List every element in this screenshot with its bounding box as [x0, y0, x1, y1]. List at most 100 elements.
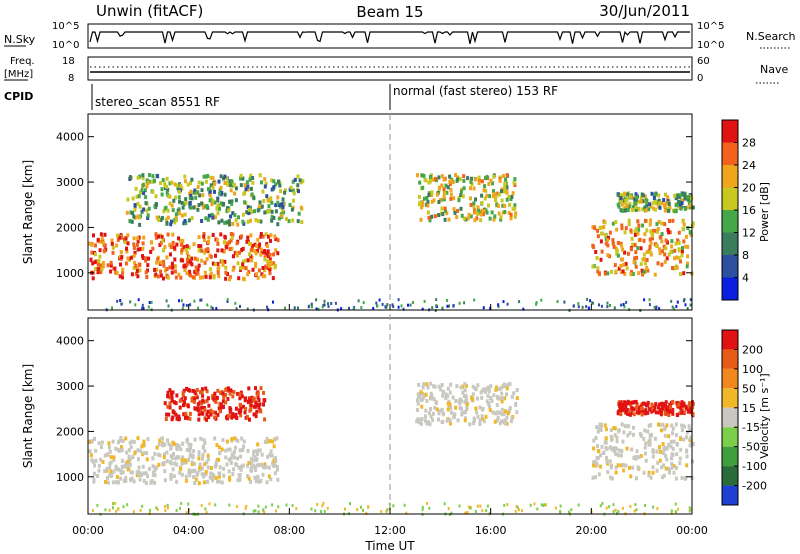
echo-cell: [600, 249, 604, 254]
echo-cell: [662, 451, 666, 456]
echo-cell: [178, 211, 181, 216]
echo-cell: [163, 452, 166, 457]
echo-cell: [121, 470, 125, 475]
echo-cell: [109, 269, 113, 274]
echo-cell: [503, 203, 507, 208]
echo-cell: [242, 276, 245, 281]
power-colorbar-label: Power [dB]: [758, 182, 771, 242]
echo-cell: [201, 393, 205, 398]
echo-cell: [190, 256, 193, 261]
echo-cell: [88, 449, 92, 454]
echo-cell: [123, 240, 127, 244]
echo-cell: [503, 384, 507, 388]
echo-cell: [226, 386, 230, 391]
echo-cell: [136, 247, 140, 252]
echo-cell: [474, 197, 477, 202]
echo-cell: [621, 463, 625, 467]
echo-cell: [136, 239, 140, 244]
echo-cell: [483, 196, 487, 201]
ground-scatter-cell: [272, 300, 274, 304]
echo-cell: [184, 411, 188, 416]
echo-cell: [234, 406, 238, 411]
echo-cell: [104, 480, 107, 484]
echo-cell: [196, 471, 200, 475]
echo-cell: [225, 176, 229, 181]
echo-cell: [499, 215, 503, 220]
echo-cell: [244, 187, 248, 192]
echo-cell: [209, 412, 213, 417]
echo-cell: [599, 257, 603, 262]
ground-scatter-cell: [677, 507, 680, 511]
echo-cell: [101, 241, 105, 246]
ground-scatter-cell: [385, 510, 388, 513]
power-ylabel: Slant Range [km]: [21, 160, 35, 264]
echo-cell: [217, 220, 221, 225]
echo-cell: [272, 185, 276, 190]
echo-cell: [208, 198, 212, 203]
echo-cell: [130, 272, 134, 277]
echo-cell: [623, 271, 627, 276]
echo-cell: [598, 427, 602, 432]
echo-cell: [127, 456, 131, 461]
echo-cell: [612, 244, 616, 249]
echo-cell: [99, 270, 103, 275]
echo-cell: [614, 470, 618, 475]
echo-cell: [485, 193, 489, 198]
echo-cell: [232, 467, 236, 472]
ground-scatter-cell: [412, 301, 414, 304]
echo-cell: [138, 477, 142, 482]
ground-scatter-cell: [400, 304, 403, 308]
colorbar-tick-label: -50: [742, 441, 760, 454]
echo-cell: [251, 458, 255, 463]
echo-cell: [153, 468, 157, 473]
ground-scatter-cell: [606, 301, 609, 305]
echo-cell: [189, 443, 193, 447]
echo-cell: [243, 183, 247, 188]
echo-cell: [497, 192, 501, 197]
echo-cell: [205, 412, 209, 417]
echo-cell: [474, 406, 478, 411]
echo-cell: [187, 442, 191, 447]
echo-cell: [475, 410, 479, 415]
echo-cell: [640, 402, 644, 407]
echo-cell: [179, 258, 183, 263]
echo-cell: [496, 415, 500, 420]
date-title: 30/Jun/2011: [599, 2, 690, 20]
echo-cell: [604, 241, 608, 246]
echo-cell: [610, 447, 614, 452]
echo-cell: [108, 461, 112, 466]
echo-cell: [444, 396, 448, 401]
echo-cell: [204, 470, 208, 474]
echo-cell: [203, 260, 207, 265]
ground-scatter-cell: [386, 303, 389, 307]
echo-cell: [211, 198, 215, 203]
echo-cell: [265, 209, 269, 214]
echo-cell: [184, 200, 188, 205]
echo-cell: [296, 219, 300, 224]
echo-cell: [437, 213, 441, 217]
ground-scatter-cell: [284, 306, 286, 310]
echo-cell: [443, 191, 447, 196]
echo-cell: [691, 205, 695, 210]
echo-cell: [233, 445, 237, 450]
echo-cell: [246, 235, 250, 240]
echo-cell: [637, 199, 641, 204]
echo-cell: [636, 406, 640, 411]
echo-cell: [442, 195, 446, 200]
echo-cell: [93, 463, 97, 468]
echo-cell: [649, 218, 653, 223]
echo-cell: [192, 242, 196, 247]
echo-cell: [154, 465, 158, 470]
echo-cell: [511, 206, 515, 211]
ground-scatter-cell: [234, 301, 237, 305]
colorbar-tick-label: -100: [742, 460, 767, 473]
echo-cell: [206, 465, 210, 470]
ground-scatter-cell: [262, 508, 265, 512]
echo-cell: [634, 399, 638, 404]
echo-cell: [147, 466, 151, 471]
echo-cell: [260, 452, 264, 457]
echo-cell: [258, 479, 262, 484]
echo-cell: [446, 185, 450, 190]
echo-cell: [628, 465, 631, 470]
echo-cell: [227, 219, 231, 224]
